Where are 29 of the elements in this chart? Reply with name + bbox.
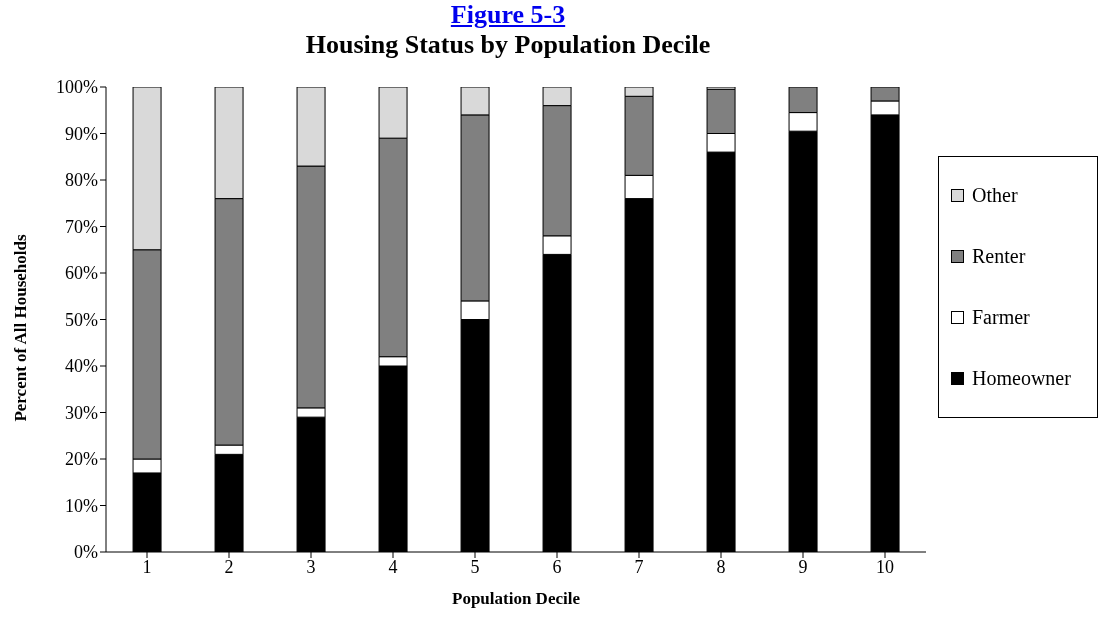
legend-label: Other (972, 184, 1018, 207)
x-tick-label: 3 (306, 556, 316, 577)
x-tick-label: 2 (224, 556, 234, 577)
x-tick-label: 4 (388, 556, 398, 577)
y-tick-label: 60% (65, 263, 98, 284)
x-tick-label: 9 (798, 556, 808, 577)
y-tick-label: 50% (65, 309, 98, 330)
y-tick-label: 20% (65, 449, 98, 470)
x-tick-label: 8 (716, 556, 726, 577)
y-tick-label: 70% (65, 216, 98, 237)
x-tick-label: 7 (634, 556, 644, 577)
y-axis-title: Percent of All Households (11, 234, 30, 422)
legend-label: Homeowner (972, 367, 1071, 390)
y-tick-label: 10% (65, 495, 98, 516)
chart-title: Figure 5-3 (449, 0, 567, 30)
y-tick-label: 100% (56, 77, 98, 98)
y-tick-label: 80% (65, 170, 98, 191)
legend-label: Farmer (972, 306, 1030, 329)
x-axis-title: Population Decile (452, 589, 581, 608)
y-tick-label: 30% (65, 402, 98, 423)
legend-label: Renter (972, 245, 1026, 268)
x-tick-label: 1 (142, 556, 152, 577)
x-tick-label: 6 (552, 556, 562, 577)
y-tick-label: 0% (74, 542, 98, 563)
y-tick-label: 40% (65, 356, 98, 377)
y-tick-label: 90% (65, 123, 98, 144)
x-tick-label: 5 (470, 556, 480, 577)
chart-subtitle: Housing Status by Population Decile (304, 30, 712, 60)
x-tick-label: 10 (876, 556, 894, 577)
